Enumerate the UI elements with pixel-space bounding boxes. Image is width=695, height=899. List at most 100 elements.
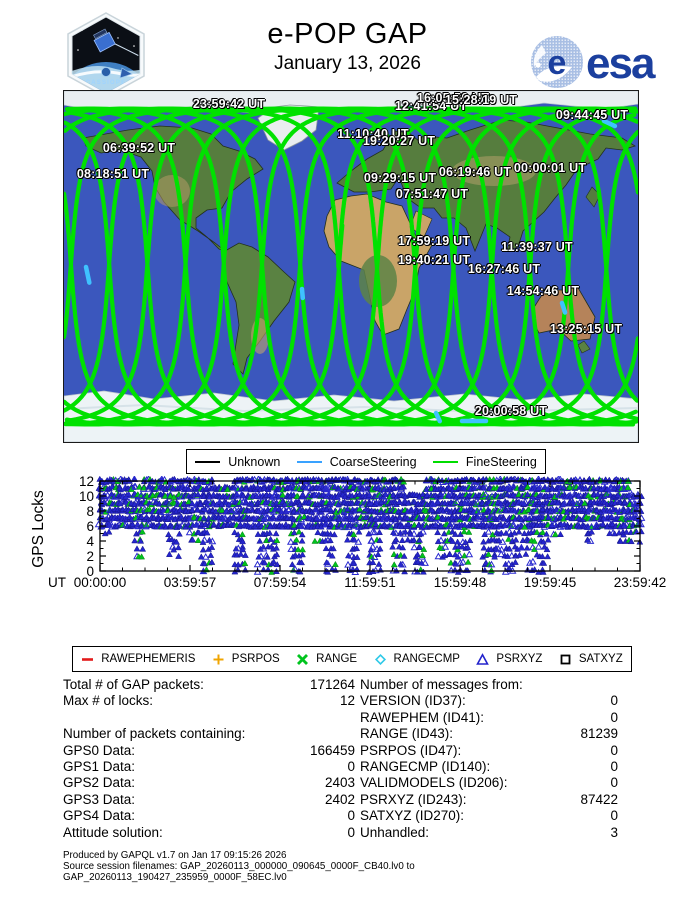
map-time-label: 06:39:52 UT [102, 141, 176, 155]
svg-text:4: 4 [86, 534, 94, 549]
message-legend-item-range: RANGE [296, 653, 357, 666]
gps-locks-plot: 0 2 4 6 8 10 12 00:00:00 03:59:57 07:59:54 11:59:5… [40, 474, 695, 594]
stat-row-left: GPS3 Data: 2402 [63, 792, 355, 808]
report-date: January 13, 2026 [274, 53, 421, 74]
map-time-label: 19:20:27 UT [362, 134, 436, 148]
stat-label: GPS1 Data: [63, 758, 136, 774]
map-time-label: 15:28:19 UT [444, 93, 518, 107]
stat-value: 3 [610, 824, 618, 840]
stat-row-left: GPS1 Data: 0 [63, 759, 355, 775]
svg-text:11:59:51: 11:59:51 [344, 575, 396, 590]
map-time-label: 16:05:56 UT [416, 91, 490, 105]
stat-row-right: PSRPOS (ID47): 0 [360, 743, 618, 759]
message-type-legend: RAWEPHEMERIS PSRPOS RANGE RANGECMP PSRXYZ SAT… [72, 646, 632, 672]
patch-caption: CASSIOPE [86, 80, 127, 86]
map-time-label: 20:00:58 UT [474, 404, 548, 418]
coarse-steering-marks [83, 118, 618, 424]
stat-label: RAWEPHEM (ID41): [360, 709, 485, 725]
stat-row-left: Total # of GAP packets: 171264 [63, 677, 355, 693]
stat-value: 0 [610, 775, 618, 791]
svg-text:15:59:48: 15:59:48 [434, 575, 487, 590]
stat-row-right: RANGECMP (ID140): 0 [360, 759, 618, 775]
stat-label: RANGE (ID43): [360, 726, 454, 742]
stat-row-left: GPS4 Data: 0 [63, 808, 355, 824]
stat-value: 0 [347, 824, 355, 840]
stat-value: 0 [347, 808, 355, 824]
svg-text:10: 10 [79, 489, 94, 504]
legend-line-swatch [195, 460, 221, 463]
stat-value: 12 [339, 693, 355, 709]
map-time-label: 00:00:01 UT [513, 161, 587, 175]
stat-row-left: GPS2 Data: 2403 [63, 775, 355, 791]
legend-label: SATXYZ [578, 653, 623, 665]
footer-line: Produced by GAPQL v1.7 on Jan 17 09:15:2… [63, 850, 287, 861]
stat-value: 0 [610, 758, 618, 774]
stat-row-right: VALIDMODELS (ID206): 0 [360, 775, 618, 791]
stat-label: PSRPOS (ID47): [360, 742, 462, 758]
svg-text:0: 0 [86, 564, 94, 579]
legend-label: RANGE [316, 653, 358, 665]
svg-text:6: 6 [86, 519, 94, 534]
stat-label: Total # of GAP packets: [63, 677, 204, 692]
svg-text:2: 2 [86, 549, 94, 564]
stat-value: 0 [610, 709, 618, 725]
steering-legend: Unknown CoarseSteering FineSteering [186, 449, 546, 474]
legend-label: PSRPOS [231, 653, 280, 665]
map-time-label: 23:59:42 UT [192, 97, 266, 111]
legend-label: FineSteering [465, 454, 537, 469]
stat-label: GPS4 Data: [63, 808, 136, 824]
svg-text:UT: UT [48, 575, 66, 590]
stat-value: 166459 [309, 742, 355, 758]
stat-value: 87422 [580, 791, 618, 807]
stat-row-right: SATXYZ (ID270): 0 [360, 808, 618, 824]
stat-label: Attitude solution: [63, 824, 163, 840]
esa-wordmark: esa [586, 39, 656, 88]
message-legend-item-psrpos: PSRPOS [212, 653, 280, 666]
stat-label: Number of packets containing: [63, 726, 246, 742]
map-time-label: 17:59:19 UT [397, 234, 471, 248]
stat-row-right: RAWEPHEM (ID41): 0 [360, 710, 618, 726]
stat-label: PSRXYZ (ID243): [360, 791, 467, 807]
stat-row-left: GPS0 Data: 166459 [63, 743, 355, 759]
legend-line-swatch [296, 460, 322, 463]
legend-label: PSRXYZ [496, 653, 543, 665]
steering-legend-item: CoarseSteering [296, 455, 417, 469]
stat-value: 171264 [309, 677, 355, 692]
svg-text:e: e [548, 44, 567, 82]
stat-value: 2402 [324, 791, 355, 807]
stat-label: Max # of locks: [63, 693, 154, 709]
stat-row-left: Number of packets containing: [63, 726, 355, 742]
cross-marker-icon [297, 653, 309, 665]
stat-row-right: Number of messages from: [360, 677, 618, 693]
legend-line-swatch [432, 460, 458, 463]
stat-value: 0 [610, 808, 618, 824]
svg-text:23:59:42: 23:59:42 [614, 575, 667, 590]
stat-value: 0 [347, 758, 355, 774]
stat-row-right: RANGE (ID43): 81239 [360, 726, 618, 742]
stat-label: SATXYZ (ID270): [360, 808, 465, 824]
stat-label: GPS2 Data: [63, 775, 136, 791]
stat-row-left: Attitude solution: 0 [63, 825, 355, 841]
ground-track-map: 23:59:42 UT 12:41:54 UT 16:05:56 UT 15:28:1… [63, 90, 639, 443]
legend-label: RANGECMP [393, 653, 460, 665]
diamond-marker-icon [374, 653, 386, 665]
map-time-label: 19:40:21 UT [397, 253, 471, 267]
message-legend-item-psrxyz: PSRXYZ [476, 652, 543, 666]
steering-legend-item: FineSteering [432, 454, 537, 469]
stat-label: VALIDMODELS (ID206): [360, 775, 508, 791]
stat-value: 2403 [324, 775, 355, 791]
svg-text:03:59:57: 03:59:57 [164, 575, 217, 590]
stat-label: GPS3 Data: [63, 791, 136, 807]
footer-line: Source session filenames: GAP_20260113_0… [63, 861, 415, 872]
svg-text:12: 12 [79, 476, 94, 489]
legend-label: Unknown [228, 454, 281, 469]
svg-text:07:59:54: 07:59:54 [254, 575, 307, 590]
legend-label: RAWEPHEMERIS [101, 653, 196, 665]
map-time-label: 09:29:15 UT [363, 171, 437, 185]
esa-logo-icon: e esa [528, 33, 688, 93]
stat-row-left: Max # of locks: 12 [63, 693, 355, 709]
stat-value: 0 [610, 742, 618, 758]
satellite-ground-tracks [64, 106, 638, 427]
svg-text:19:59:45: 19:59:45 [524, 575, 577, 590]
